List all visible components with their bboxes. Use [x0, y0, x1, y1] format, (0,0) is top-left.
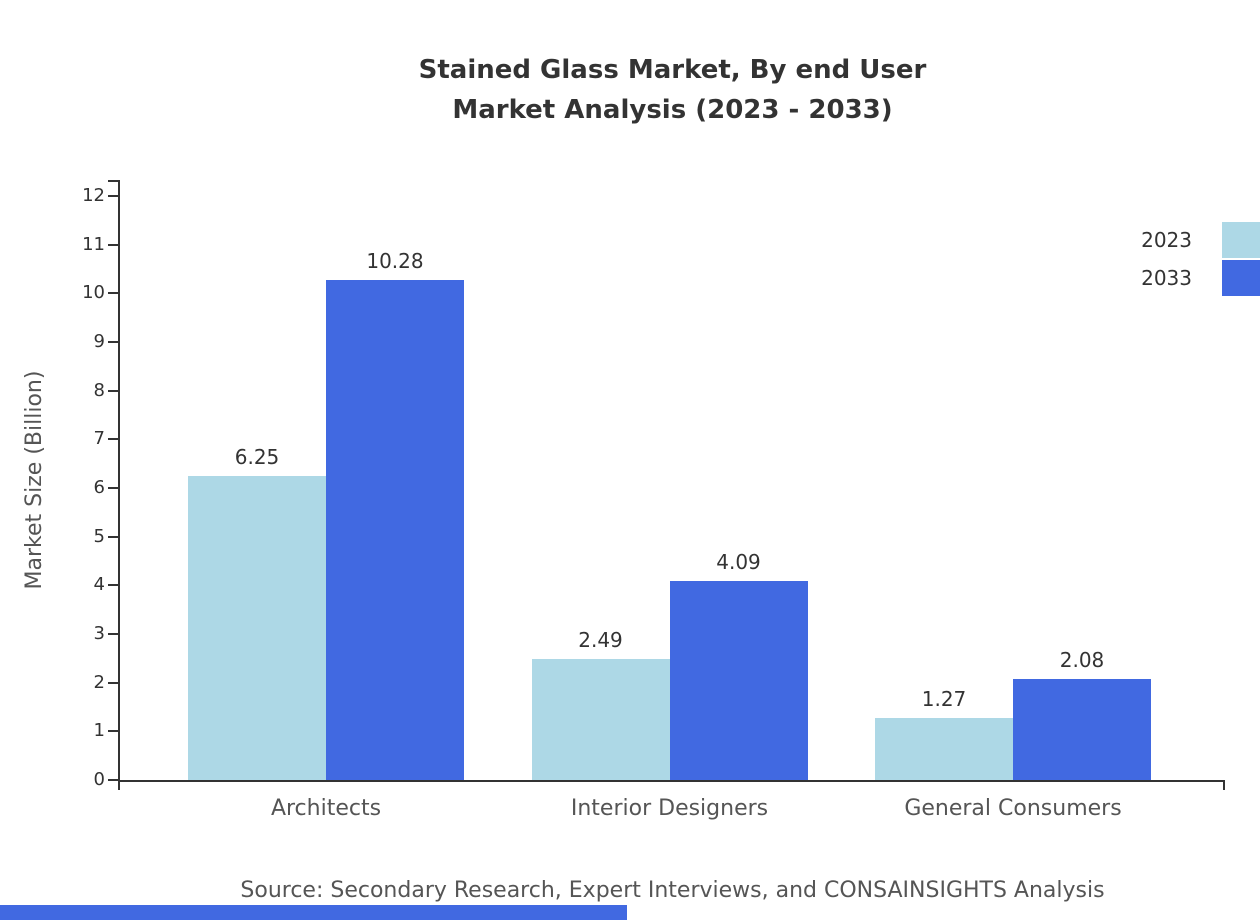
y-axis-top-cap-tick — [108, 180, 118, 182]
y-tick — [108, 584, 118, 587]
category-label: General Consumers — [904, 796, 1122, 821]
y-tick-label: 2 — [93, 671, 105, 693]
y-tick — [108, 779, 118, 781]
y-tick — [108, 243, 118, 246]
footer-accent-bar — [0, 905, 627, 920]
y-tick-label: 0 — [93, 769, 105, 790]
legend-swatch-2033 — [1222, 260, 1260, 296]
y-tick — [108, 487, 118, 489]
legend-label-2033: 2033 — [1141, 266, 1192, 290]
y-tick — [108, 438, 118, 441]
y-tick — [108, 730, 118, 733]
bar-value-label: 6.25 — [234, 444, 280, 469]
y-tick-label: 9 — [93, 331, 105, 352]
category-label: Architects — [270, 796, 382, 821]
x-axis-line — [118, 780, 1225, 782]
y-tick — [108, 681, 118, 684]
y-tick-label: 7 — [93, 428, 105, 450]
y-tick — [108, 633, 118, 635]
y-tick — [108, 292, 118, 295]
bar-2033 — [669, 580, 808, 780]
bar-value-label: 1.27 — [921, 687, 967, 712]
bar-2023 — [188, 475, 326, 780]
category-label: Interior Designers — [570, 796, 769, 821]
x-axis-left-end-tick — [118, 782, 120, 790]
source-note: Source: Secondary Research, Expert Inter… — [240, 878, 1105, 903]
legend-swatch-2023 — [1222, 222, 1260, 258]
y-tick-label: 8 — [93, 379, 105, 401]
chart-title: Stained Glass Market, By end User Market… — [120, 50, 1225, 130]
x-axis-right-end-tick — [1223, 782, 1225, 790]
y-tick-label: 12 — [82, 185, 105, 206]
y-tick-label: 1 — [93, 720, 105, 742]
bar-2023 — [875, 718, 1013, 780]
y-tick-label: 6 — [93, 477, 105, 498]
bar-2033 — [1013, 678, 1151, 780]
y-tick — [108, 535, 118, 538]
chart-title-line-1: Stained Glass Market, By end User — [418, 55, 927, 85]
chart-title-line-2: Market Analysis (2023 - 2033) — [452, 95, 893, 125]
bar-value-label: 2.08 — [1059, 647, 1105, 672]
y-tick-label: 3 — [93, 623, 105, 644]
y-tick — [108, 341, 118, 343]
legend-label-2023: 2023 — [1141, 228, 1192, 252]
y-tick — [108, 195, 118, 197]
y-tick — [108, 389, 118, 392]
y-tick-label: 10 — [82, 282, 105, 304]
y-tick-label: 4 — [93, 574, 105, 596]
bar-value-label: 2.49 — [578, 627, 623, 652]
bar-2023 — [531, 658, 670, 780]
bar-value-label: 10.28 — [366, 248, 424, 273]
bar-value-label: 4.09 — [716, 549, 761, 574]
bar-2033 — [326, 279, 464, 780]
y-tick-label: 5 — [93, 525, 105, 547]
y-axis-line — [118, 180, 120, 782]
y-tick-label: 11 — [82, 233, 105, 255]
